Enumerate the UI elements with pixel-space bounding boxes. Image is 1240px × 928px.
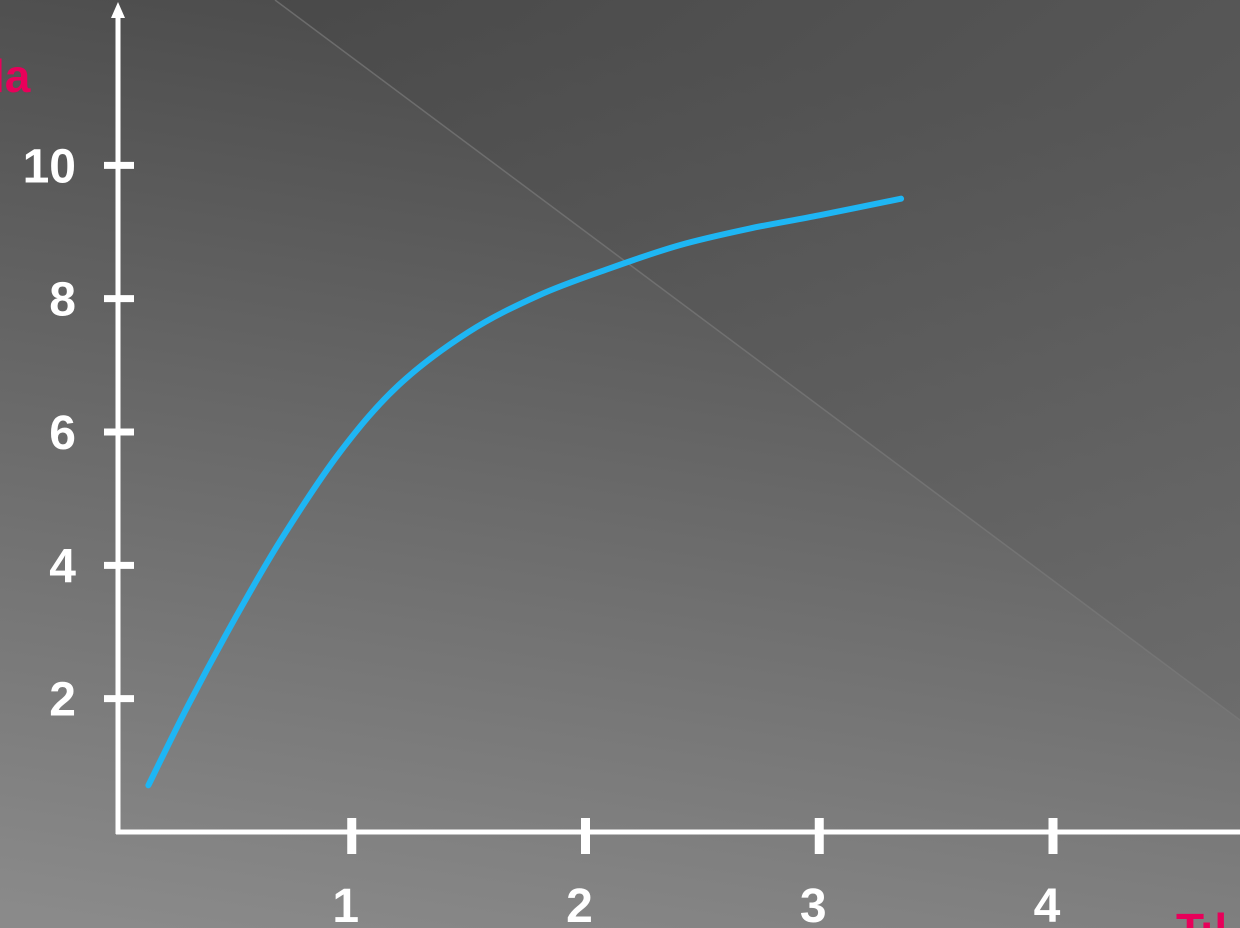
x-tick-label: 3 — [800, 880, 827, 928]
y-tick-label: 2 — [49, 674, 76, 727]
background-panel-edge — [274, 0, 1240, 721]
y-tick-label: 8 — [49, 274, 76, 327]
labels-layer: 1 2 3 4 2 4 6 8 10 la T:l — [0, 50, 1227, 928]
y-tick-label: 4 — [49, 540, 76, 593]
x-tick-label: 1 — [332, 880, 359, 928]
y-axis-arrow — [111, 2, 125, 18]
series-layer — [145, 195, 905, 789]
y-tick-label: 10 — [23, 140, 76, 193]
series-line — [145, 195, 905, 789]
x-tick-label: 2 — [566, 880, 593, 928]
y-tick-label: 6 — [49, 407, 76, 460]
y-axis-title: la — [0, 50, 31, 102]
x-axis-title: T:l — [1176, 904, 1227, 928]
x-tick-label: 4 — [1034, 880, 1061, 928]
axes — [104, 2, 1240, 854]
